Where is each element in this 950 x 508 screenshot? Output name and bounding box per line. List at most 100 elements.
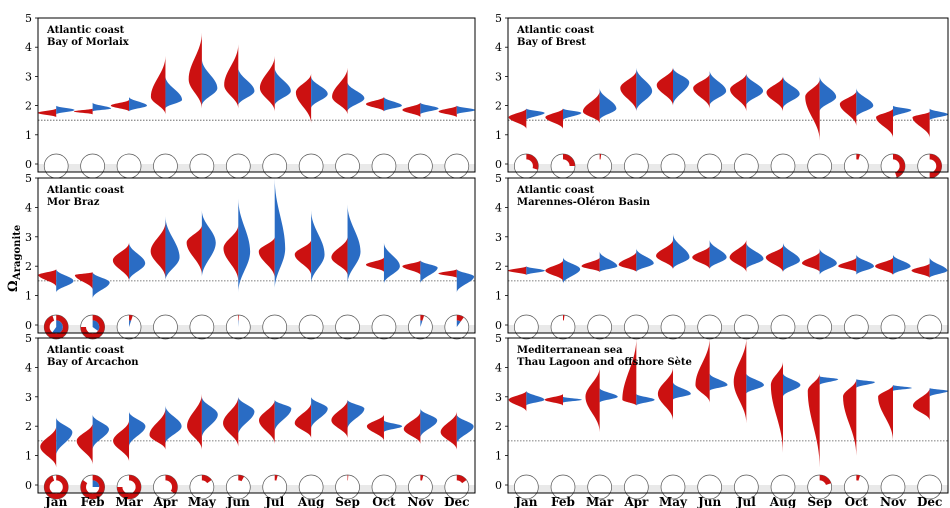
violin-jul [259,55,291,179]
pie-hole [849,159,863,173]
violin-half-red [622,338,637,406]
pie-hole [886,159,900,173]
violin-jun [224,44,255,179]
panel-frame [507,177,949,334]
x-tick-label: Jul [264,495,284,508]
violin-half-blue [201,210,216,278]
violin-half-blue [129,411,146,447]
violin-half-red [838,257,857,273]
violin-half-blue [856,88,874,118]
violin-half-blue [636,248,654,273]
violin-oct [365,242,400,340]
violin-half-blue [129,242,146,281]
violin-may [657,367,691,500]
violin-half-red [843,379,857,456]
violin-half-red [76,423,93,465]
violin-may [186,210,216,340]
pie-chart [807,314,833,340]
pie-hole [519,159,533,173]
pie-chart [153,153,178,179]
x-tick-label: Aug [297,495,325,508]
panel-frame [37,337,476,494]
violin-nov [403,408,438,500]
pie-slice-blue [92,320,100,331]
violin-half-blue [746,373,764,394]
violin-half-red [581,257,600,273]
y-tick-label: 1 [495,290,502,303]
panel-subtitle: Bay of Brest [517,37,586,48]
violin-half-red [507,266,527,276]
violin-half-red [807,373,820,468]
pie-chart [513,314,539,340]
violin-half-blue [311,210,325,284]
x-tick-label: Feb [81,495,105,508]
violin-half-blue [347,399,365,430]
violin-half-blue [526,266,545,276]
pie-hole [556,320,570,334]
x-tick-label: Apr [152,495,178,508]
violin-half-red [876,108,893,138]
y-tick-label: 5 [495,172,502,185]
x-tick-label: Oct [372,495,396,508]
violin-half-red [37,108,57,118]
violin-jul [729,239,764,340]
violin-half-red [656,239,673,270]
pie-chart [335,153,360,179]
y-tick-label: 0 [495,158,502,171]
violin-mar [585,367,618,500]
panel-subtitle: Bay of Morlaix [47,37,130,48]
pie-hole [268,480,282,494]
violin-dec [912,387,949,500]
violin-jun [223,396,255,500]
violin-aug [765,242,800,340]
violin-apr [150,216,180,340]
violin-half-blue [819,248,837,276]
x-tick-label: Oct [845,495,869,508]
violin-half-blue [709,373,728,391]
y-tick-label: 3 [25,231,32,244]
violin-half-blue [383,96,402,112]
violin-mar [113,411,146,500]
violin-half-red [188,32,202,109]
violin-half-red [150,55,166,115]
x-tick-label: Jan [514,495,537,508]
pie-slice-blue [52,320,63,334]
violin-jan [508,390,545,500]
violin-jul [259,399,292,500]
violin-half-blue [856,254,874,276]
violin-half-blue [165,216,180,281]
violin-half-red [332,67,348,115]
violin-jan [40,417,73,500]
y-tick-label: 5 [25,172,32,185]
violin-half-blue [456,269,475,293]
violin-half-red [912,111,930,138]
violin-half-blue [856,379,875,388]
violin-feb [76,414,110,500]
y-tick-label: 4 [495,201,502,214]
violin-half-red [508,108,527,129]
violin-half-red [802,251,820,273]
violin-half-blue [92,414,110,450]
pie-hole [556,159,570,173]
violin-half-blue [274,178,286,290]
pie-chart [262,314,288,340]
violin-half-blue [783,76,800,109]
pie-hole [593,159,607,173]
violin-jul [733,338,764,500]
pie-chart [660,314,686,340]
pie-hole [231,320,245,334]
violin-half-red [403,411,421,444]
violin-half-blue [92,102,112,112]
pie-chart [807,153,833,179]
x-tick-label: Sep [335,495,360,508]
x-tick-label: Apr [623,495,649,508]
violin-may [188,32,218,179]
violin-half-blue [456,414,474,444]
violin-half-red [693,73,710,109]
violin-jun [693,70,727,179]
violin-jul [258,178,288,340]
x-tick-label: Sep [807,495,832,508]
violin-half-red [582,91,600,124]
pie-chart [262,153,288,179]
pie-chart [116,153,142,179]
